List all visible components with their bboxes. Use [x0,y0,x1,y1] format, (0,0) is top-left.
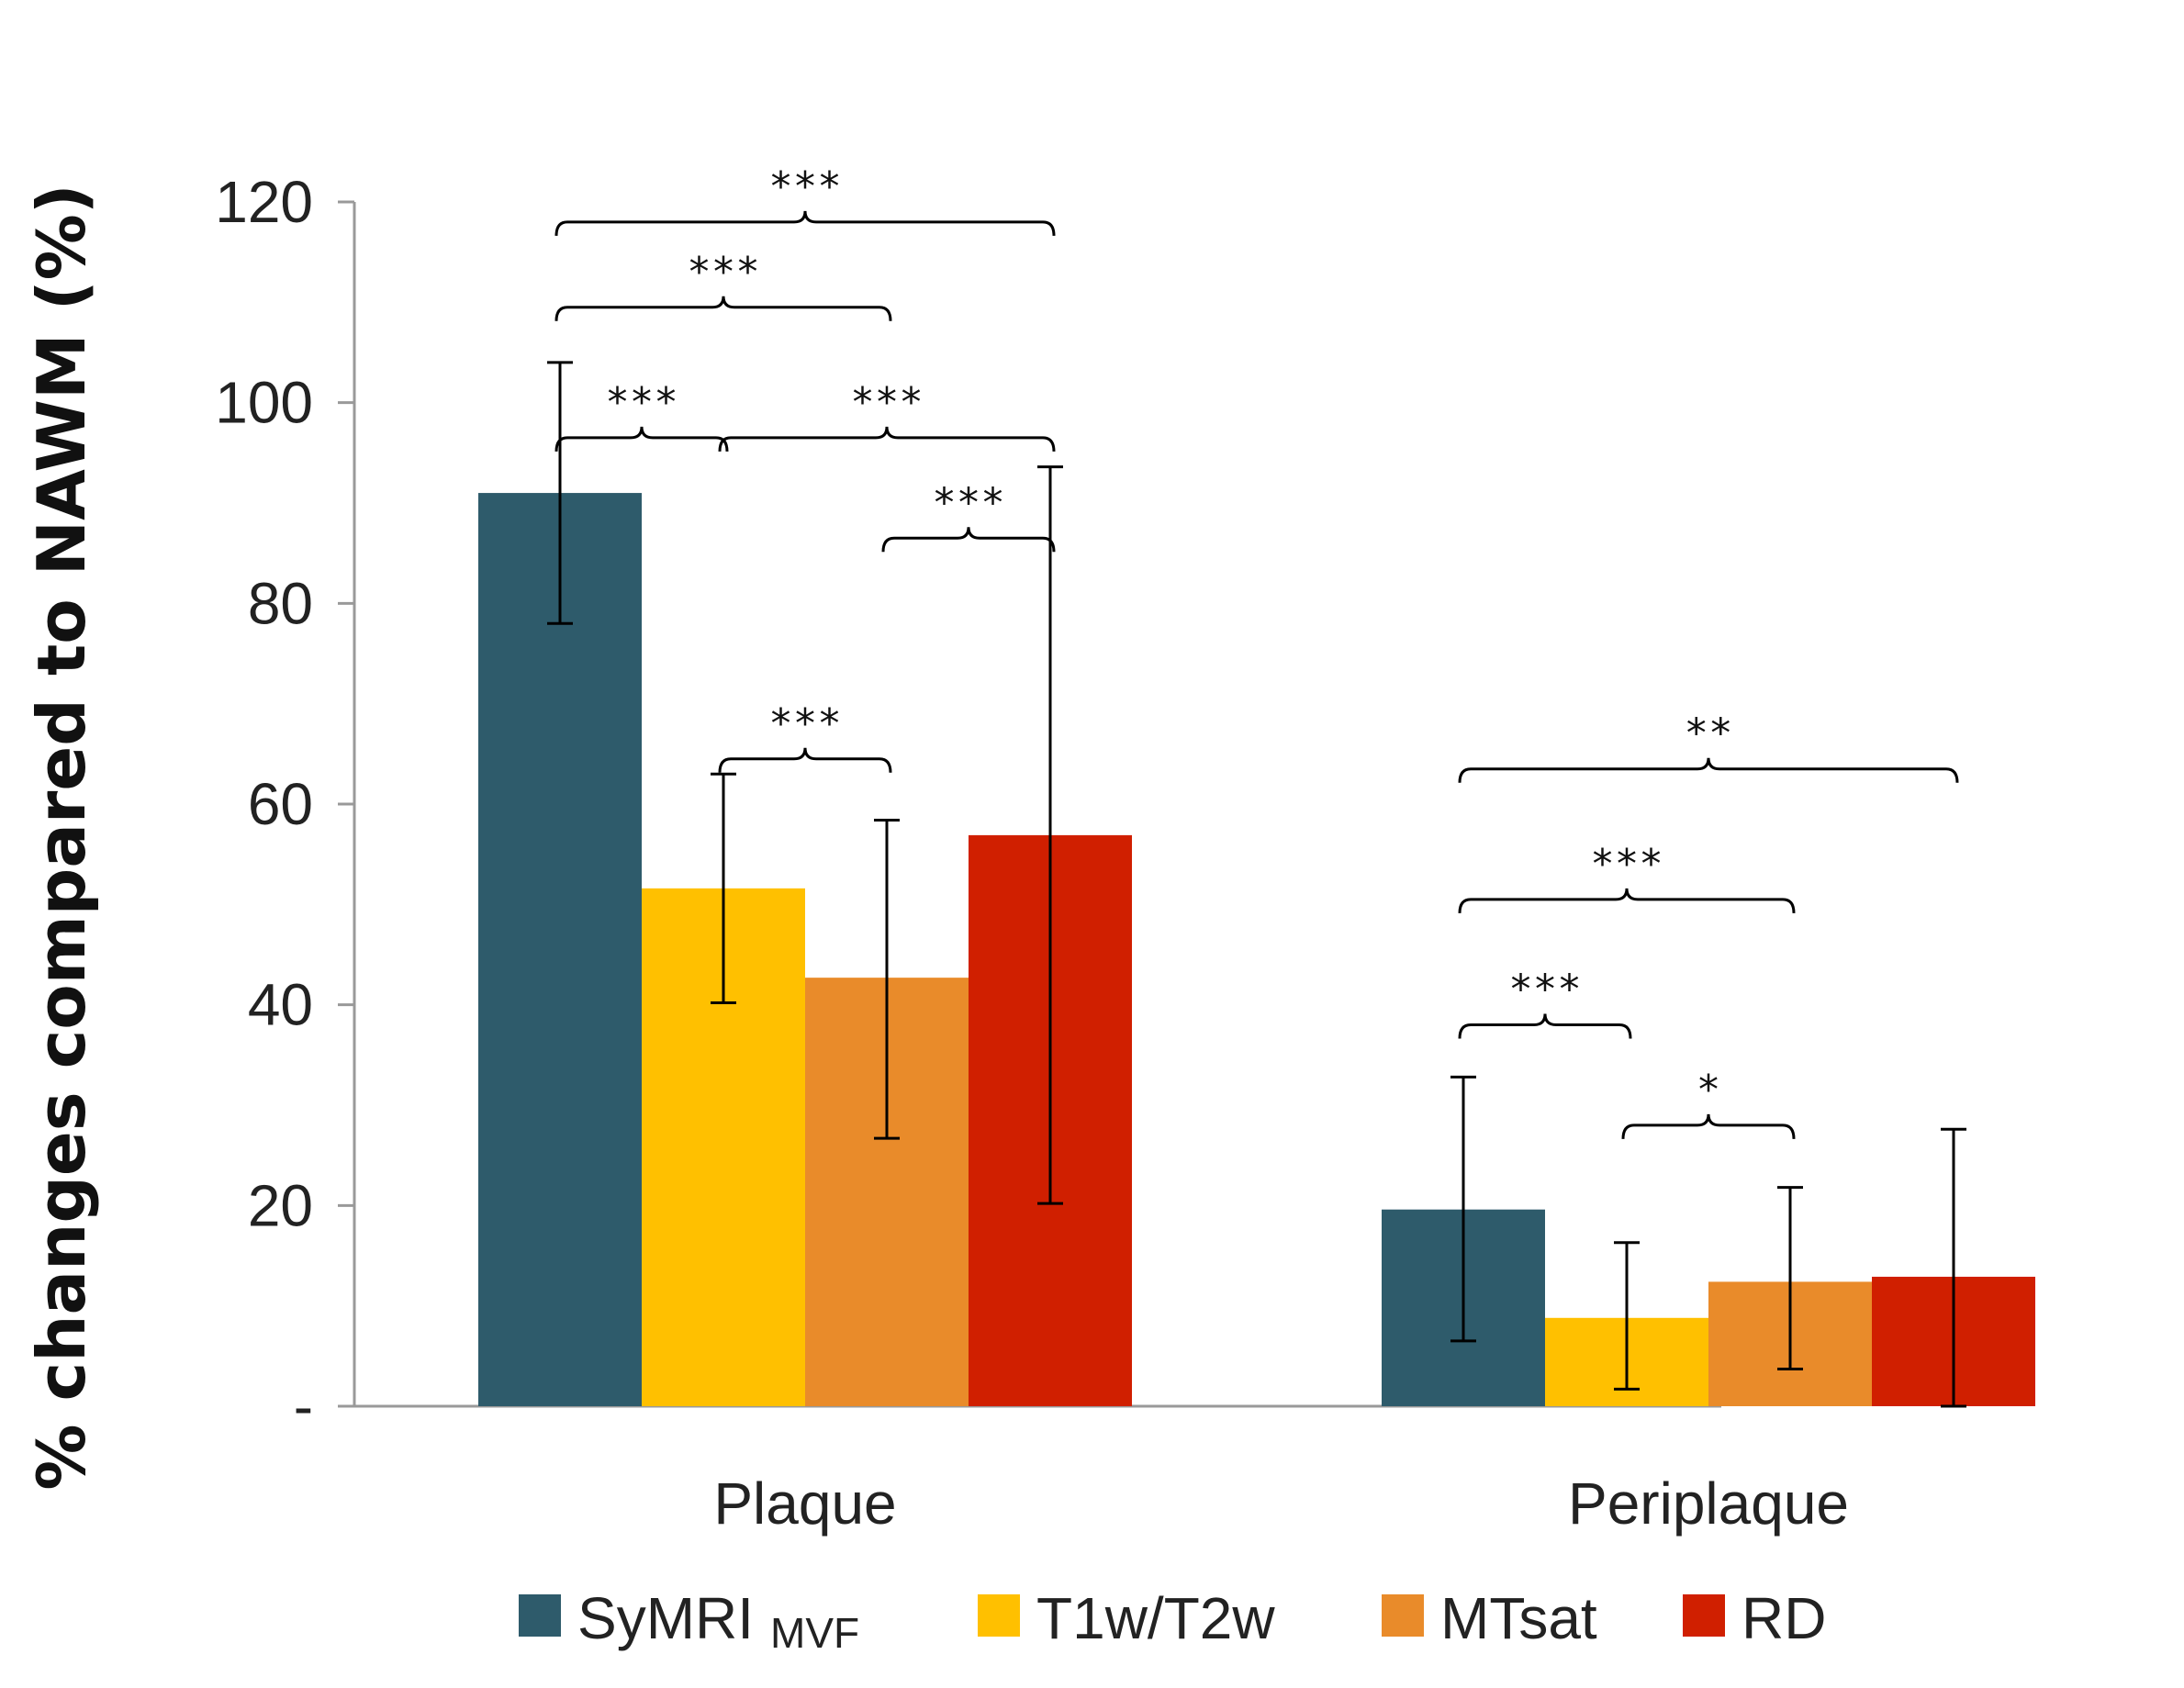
significance-bracket [718,747,892,773]
significance-label: *** [932,479,1004,526]
y-axis-label: % changes compared to NAWM (%) [23,184,100,1490]
x-category-label: Plaque [713,1470,896,1537]
legend-swatch [978,1594,1020,1637]
significance-bracket [1458,757,1959,783]
bar [478,493,642,1406]
legend-swatch [519,1594,561,1637]
significance-bracket [554,210,1056,236]
y-tick-label: 40 [248,972,313,1038]
significance-label: *** [605,379,678,426]
y-tick-label: - [294,1373,313,1439]
significance-label: *** [687,249,759,296]
legend-label-subscript: MVF [770,1609,859,1657]
significance-bracket [1458,1013,1632,1039]
y-tick-label: 60 [248,771,313,837]
legend-label: SyMRI MVF [577,1585,859,1657]
y-tick-label: 120 [215,169,313,235]
significance-label: *** [768,700,841,747]
significance-label: * [1697,1067,1721,1113]
legend-swatch [1382,1594,1424,1637]
significance-label: *** [1590,841,1663,888]
legend-label: RD [1742,1585,1826,1651]
legend-label: MTsat [1440,1585,1597,1651]
significance-bracket [718,426,1056,452]
significance-bracket [1458,888,1796,913]
y-tick-label: 20 [248,1172,313,1238]
legend: SyMRI MVF T1w/T2w MTsat RD [519,1585,1826,1657]
y-tick-label: 100 [215,370,313,436]
y-tick-label: 80 [248,570,313,636]
legend-label: T1w/T2w [1036,1585,1275,1651]
significance-label: *** [1508,967,1581,1013]
significance-bracket [554,296,892,321]
significance-label: *** [768,163,841,210]
significance-label: ** [1685,710,1733,757]
legend-swatch [1683,1594,1725,1637]
significance-label: *** [850,379,923,426]
significance-bracket [554,426,729,452]
x-category-label: Periplaque [1568,1470,1849,1537]
significance-bracket [1621,1113,1796,1139]
significance-bracket [881,527,1056,553]
